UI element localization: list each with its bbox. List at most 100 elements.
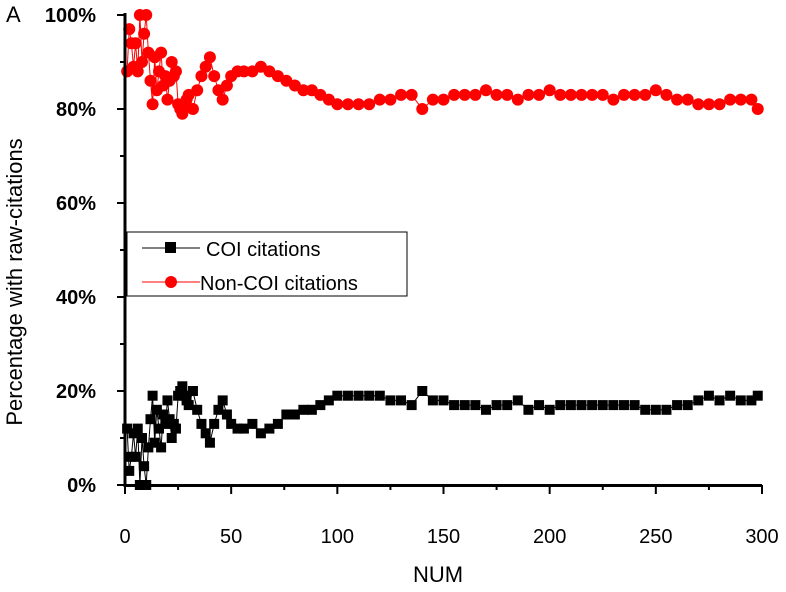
data-point: [491, 400, 502, 411]
data-point: [226, 418, 237, 429]
data-point: [131, 65, 144, 78]
y-tick-label: 0%: [67, 475, 96, 497]
data-point: [437, 93, 450, 106]
data-point: [373, 93, 386, 106]
data-point: [213, 404, 224, 415]
data-point: [607, 93, 620, 106]
data-point: [191, 84, 204, 97]
data-point: [661, 404, 672, 415]
data-point: [247, 418, 258, 429]
data-point: [272, 418, 283, 429]
data-point: [426, 93, 439, 106]
data-point: [479, 84, 492, 97]
data-point: [576, 400, 587, 411]
data-point: [332, 390, 343, 401]
data-point: [255, 428, 266, 439]
y-axis-title: Percentage with raw-citations: [2, 138, 27, 425]
x-axis-title: NUM: [413, 562, 463, 587]
data-point: [151, 404, 162, 415]
legend-marker-non-coi: [165, 276, 177, 288]
data-point: [140, 9, 153, 21]
data-point: [639, 88, 652, 101]
data-point: [196, 418, 207, 429]
data-point: [395, 88, 408, 101]
data-point: [649, 84, 662, 97]
data-point: [693, 395, 704, 406]
data-point: [608, 400, 619, 411]
data-point: [153, 423, 164, 434]
legend-label-coi: COI citations: [206, 239, 320, 261]
data-point: [208, 70, 221, 83]
data-point: [470, 400, 481, 411]
data-point: [427, 395, 438, 406]
data-point: [522, 88, 535, 101]
data-point: [221, 409, 232, 420]
x-tick-label: 100: [321, 526, 354, 548]
data-point: [565, 400, 576, 411]
data-point: [155, 46, 168, 59]
data-point: [438, 395, 449, 406]
data-point: [396, 395, 407, 406]
data-point: [136, 433, 147, 443]
data-point: [143, 442, 154, 453]
data-point: [490, 88, 503, 101]
data-point: [681, 93, 694, 106]
series-coi: [122, 381, 763, 490]
data-point: [264, 423, 275, 434]
data-point: [724, 93, 737, 106]
data-point: [660, 88, 673, 101]
data-point: [523, 404, 534, 415]
series-non-coi: [121, 9, 764, 120]
data-point: [587, 400, 598, 411]
data-point: [501, 88, 514, 101]
x-tick-label: 150: [427, 526, 460, 548]
data-point: [534, 400, 545, 411]
data-point: [714, 395, 725, 406]
data-point: [469, 88, 482, 101]
data-point: [555, 400, 566, 411]
data-point: [199, 60, 212, 73]
data-point: [220, 79, 233, 92]
data-point: [751, 103, 764, 115]
data-point: [232, 423, 243, 434]
data-point: [156, 442, 167, 453]
data-point: [147, 390, 158, 401]
y-tick-label: 100%: [45, 5, 96, 27]
data-point: [129, 37, 142, 50]
data-point: [449, 400, 460, 411]
data-point: [169, 65, 182, 78]
data-point: [544, 404, 555, 415]
data-point: [177, 381, 188, 392]
data-point: [692, 98, 705, 111]
data-point: [512, 395, 523, 406]
data-point: [342, 390, 353, 401]
data-point: [237, 65, 250, 78]
x-tick-label: 250: [639, 526, 672, 548]
data-point: [725, 390, 736, 401]
x-tick-label: 200: [533, 526, 566, 548]
data-point: [363, 98, 376, 111]
data-point: [165, 56, 178, 68]
y-tick-label: 80%: [56, 99, 96, 121]
data-point: [672, 400, 683, 411]
y-tick-label: 20%: [56, 381, 96, 403]
data-point: [746, 395, 757, 406]
data-point: [745, 93, 758, 106]
data-point: [597, 400, 608, 411]
y-tick-label: 60%: [56, 193, 96, 215]
data-point: [306, 404, 317, 415]
data-point: [170, 423, 181, 434]
data-point: [187, 386, 198, 396]
data-point: [200, 428, 211, 439]
data-point: [195, 70, 208, 83]
data-point: [682, 400, 693, 411]
data-point: [374, 390, 385, 401]
panel-label: A: [6, 2, 21, 27]
data-point: [618, 400, 629, 411]
data-point: [217, 395, 228, 406]
data-point: [183, 400, 194, 411]
x-tick-label: 300: [745, 526, 778, 548]
data-point: [144, 74, 157, 87]
data-point: [162, 395, 173, 406]
data-point: [204, 437, 215, 448]
